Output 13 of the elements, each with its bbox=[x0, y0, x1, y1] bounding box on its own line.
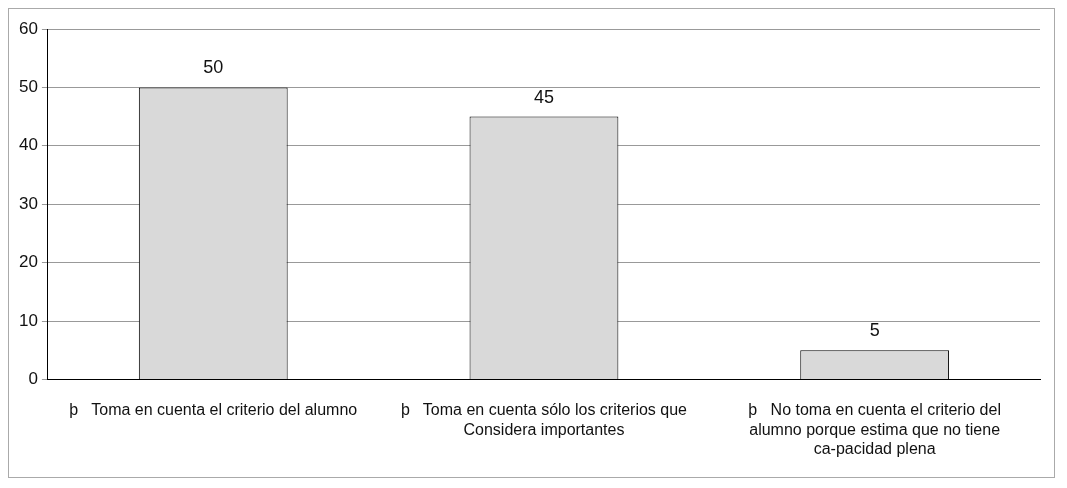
data-label: 5 bbox=[869, 320, 880, 341]
y-tick-label: 60 bbox=[18, 18, 38, 38]
data-label: 45 bbox=[533, 86, 554, 107]
y-tick-label: 50 bbox=[18, 77, 38, 97]
y-tick-label: 40 bbox=[18, 135, 38, 155]
y-tick-label: 30 bbox=[18, 193, 38, 213]
x-tick-label: þ Toma en cuenta sólo los criterios que Considera importantes bbox=[400, 401, 688, 438]
data-label: 50 bbox=[203, 57, 224, 78]
x-tick-label: þ No toma en cuenta el criterio del alumno porque estima que no tiene ca-pacidad plena bbox=[748, 401, 1001, 457]
y-tick-label: 20 bbox=[18, 252, 38, 272]
y-tick-label: 10 bbox=[18, 310, 38, 330]
y-tick-label: 0 bbox=[28, 369, 38, 389]
x-tick-label: þ Toma en cuenta el criterio del alumno bbox=[69, 401, 358, 419]
